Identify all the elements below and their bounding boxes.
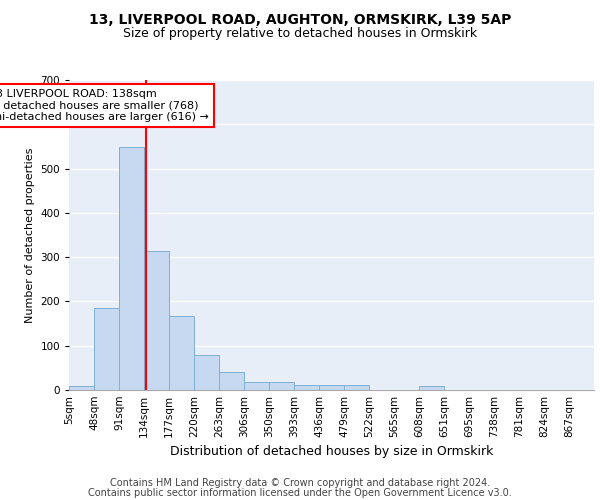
Bar xyxy=(219,372,244,390)
Bar xyxy=(344,384,369,390)
Text: 13, LIVERPOOL ROAD, AUGHTON, ORMSKIRK, L39 5AP: 13, LIVERPOOL ROAD, AUGHTON, ORMSKIRK, L… xyxy=(89,12,511,26)
Bar xyxy=(319,384,344,390)
Bar xyxy=(244,382,269,390)
Text: Contains public sector information licensed under the Open Government Licence v3: Contains public sector information licen… xyxy=(88,488,512,498)
Bar xyxy=(194,356,219,390)
X-axis label: Distribution of detached houses by size in Ormskirk: Distribution of detached houses by size … xyxy=(170,446,493,458)
Text: Size of property relative to detached houses in Ormskirk: Size of property relative to detached ho… xyxy=(123,28,477,40)
Text: 13 LIVERPOOL ROAD: 138sqm
← 55% of detached houses are smaller (768)
44% of semi: 13 LIVERPOOL ROAD: 138sqm ← 55% of detac… xyxy=(0,89,209,122)
Bar xyxy=(169,316,194,390)
Bar xyxy=(144,250,169,390)
Bar xyxy=(94,308,119,390)
Text: Contains HM Land Registry data © Crown copyright and database right 2024.: Contains HM Land Registry data © Crown c… xyxy=(110,478,490,488)
Bar xyxy=(419,386,444,390)
Y-axis label: Number of detached properties: Number of detached properties xyxy=(25,148,35,322)
Bar xyxy=(269,382,294,390)
Bar xyxy=(119,148,144,390)
Bar xyxy=(69,386,94,390)
Bar xyxy=(294,384,319,390)
